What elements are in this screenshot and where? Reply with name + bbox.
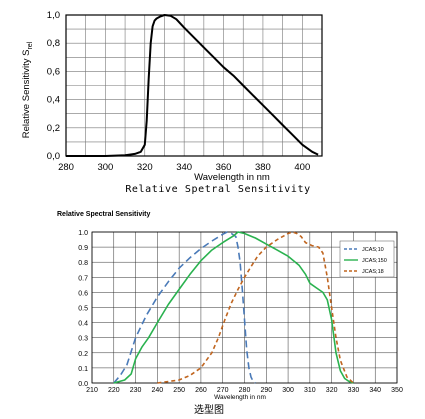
c2-x-tick-label: 300 xyxy=(282,387,294,394)
chart-2-legend: JCAS;10 JCAS;150 JCAS;18 xyxy=(339,240,395,278)
c2-x-tick-label: 350 xyxy=(391,387,403,394)
c2-y-tick-label: 0.2 xyxy=(78,351,88,358)
c2-x-tick-label: 250 xyxy=(173,387,185,394)
c2-y-tick-label: 0.7 xyxy=(78,275,88,282)
c2-y-tick-label: 0.0 xyxy=(78,381,88,388)
c2-x-tick-label: 240 xyxy=(152,387,164,394)
chart-2-legend-label-1: JCAS;10 xyxy=(362,247,384,253)
c2-y-tick-label: 1.0 xyxy=(78,230,88,237)
chart-2-y-ticks: 0.0 0.1 0.2 0.3 0.4 0.5 0.6 0.7 0.8 0.9 1.0 xyxy=(78,230,88,388)
c2-x-tick-label: 290 xyxy=(260,387,272,394)
c2-x-tick-label: 220 xyxy=(108,387,120,394)
chart-2-series xyxy=(113,231,354,384)
c2-x-tick-label: 320 xyxy=(326,387,338,394)
c2-x-tick-label: 330 xyxy=(348,387,360,394)
chart-2-title: Relative Spectral Sensitivity xyxy=(57,211,150,218)
chart-1-y-ticks: 0,0 0,2 0,4 0,6 0,8 1,0 xyxy=(47,10,60,162)
chart-1-y-axis-label-main: Relative Sensitivity S xyxy=(21,50,32,139)
c2-x-tick-label: 270 xyxy=(217,387,229,394)
c1-x-tick-label: 340 xyxy=(176,162,192,173)
c2-y-tick-label: 0.5 xyxy=(78,306,88,313)
chart-2-x-axis-label: Wavelength in nm xyxy=(214,394,266,401)
c1-x-tick-label: 280 xyxy=(58,162,74,173)
c2-y-tick-label: 0.9 xyxy=(78,245,88,252)
c1-x-tick-label: 360 xyxy=(216,162,232,173)
chart-2-legend-label-3: JCAS;18 xyxy=(362,269,384,275)
chart-1-y-axis-label: Relative Sensitivity Srel xyxy=(21,41,34,138)
chart-1-plot-frame xyxy=(65,14,323,157)
c2-y-tick-label: 0.6 xyxy=(78,290,88,297)
chart-1-y-axis-label-sub: rel xyxy=(27,41,34,49)
c1-x-tick-label: 400 xyxy=(294,162,310,173)
c2-y-tick-label: 0.4 xyxy=(78,321,88,328)
c1-y-tick-label: 0,2 xyxy=(47,123,60,134)
c2-x-tick-label: 280 xyxy=(239,387,251,394)
chart-2-legend-label-2: JCAS;150 xyxy=(362,258,387,264)
chart-1-grid xyxy=(65,14,323,157)
c2-x-tick-label: 340 xyxy=(369,387,381,394)
c2-x-tick-label: 230 xyxy=(130,387,142,394)
c1-y-tick-label: 0,6 xyxy=(47,66,60,77)
c1-y-tick-label: 0,4 xyxy=(47,95,60,106)
c2-y-tick-label: 0.8 xyxy=(78,260,88,267)
chart-1: 280 300 320 340 360 380 400 0,0 0,2 0,4 0,6 0,8 1,0… xyxy=(21,10,323,195)
c1-y-tick-label: 1,0 xyxy=(47,10,60,21)
c2-x-tick-label: 210 xyxy=(86,387,98,394)
c1-x-tick-label: 320 xyxy=(137,162,153,173)
c2-series-line-3 xyxy=(157,231,354,384)
chart-2-x-ticks: 210 220 230 240 250 260 270 280 290 300 310 320 330 3… xyxy=(86,387,403,394)
c1-y-tick-label: 0,0 xyxy=(47,151,60,162)
c1-series-line-1 xyxy=(66,14,319,157)
bottom-caption: 选型图 xyxy=(194,403,224,416)
chart-2-plot-frame xyxy=(91,231,398,384)
c2-x-tick-label: 260 xyxy=(195,387,207,394)
chart-2: Relative Spectral Sensitivity 210 220 230 2… xyxy=(57,211,403,401)
chart-1-x-axis-label: Wavelength in nm xyxy=(194,172,270,183)
c2-y-tick-label: 0.3 xyxy=(78,336,88,343)
c2-y-tick-label: 0.1 xyxy=(78,366,88,373)
c2-x-tick-label: 310 xyxy=(304,387,316,394)
chart-1-x-ticks: 280 300 320 340 360 380 400 xyxy=(58,162,310,173)
c2-series-line-1 xyxy=(113,231,256,384)
chart-1-series xyxy=(66,14,319,157)
c1-x-tick-label: 300 xyxy=(97,162,113,173)
chart-1-caption: Relative Spetral Sensitivity xyxy=(125,184,310,195)
c1-x-tick-label: 380 xyxy=(255,162,271,173)
c1-y-tick-label: 0,8 xyxy=(47,38,60,49)
c2-series-line-2 xyxy=(113,231,354,384)
